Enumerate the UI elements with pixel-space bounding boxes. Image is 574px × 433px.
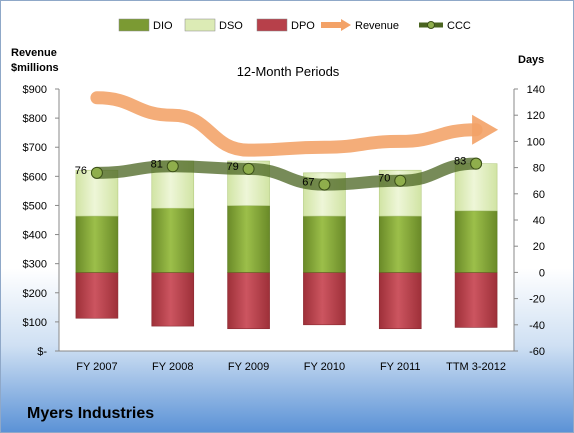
right-tick-label: 120 <box>527 110 545 122</box>
bar-dio <box>75 215 119 273</box>
left-tick-label: $400 <box>23 230 47 242</box>
bar-dpo <box>151 272 195 327</box>
legend-swatch-dso <box>184 18 216 32</box>
x-tick-label: FY 2009 <box>228 361 269 373</box>
company-name: Myers Industries <box>27 405 155 422</box>
ccc-point <box>90 166 103 179</box>
left-axis-unit: $millions <box>11 62 59 74</box>
legend-label: CCC <box>447 20 471 32</box>
ccc-point <box>166 160 179 173</box>
ccc-point <box>470 157 483 170</box>
right-tick-label: -40 <box>529 320 545 332</box>
left-tick-label: $700 <box>23 142 47 154</box>
right-tick-label: 40 <box>533 215 545 227</box>
ccc-data-label: 81 <box>151 158 163 170</box>
left-tick-label: $200 <box>23 288 47 300</box>
x-tick-label: FY 2007 <box>76 361 117 373</box>
ccc-point <box>242 162 255 175</box>
bar-dso <box>454 163 498 212</box>
revenue-line <box>90 91 483 157</box>
bar-dpo <box>227 272 270 330</box>
right-tick-label: 20 <box>533 241 545 253</box>
legend-swatch-dpo <box>256 18 288 32</box>
chart-title: 12-Month Periods <box>237 64 340 79</box>
x-tick-label: FY 2011 <box>380 361 421 373</box>
legend-label: DPO <box>291 20 315 32</box>
bar-dpo <box>454 272 498 328</box>
ccc-data-label: 76 <box>75 165 87 177</box>
left-tick-label: $600 <box>23 171 47 183</box>
left-tick-label: $- <box>37 346 47 358</box>
right-axis-title: Days <box>518 54 544 66</box>
ccc-data-label: 67 <box>302 177 314 189</box>
bar-dio <box>151 207 195 273</box>
left-tick-label: $500 <box>23 200 47 212</box>
ccc-point <box>318 178 331 191</box>
left-tick-label: $100 <box>23 317 47 329</box>
bar-dio <box>303 215 346 273</box>
revenue-arrowhead <box>472 114 499 145</box>
legend-label: Revenue <box>355 20 399 32</box>
right-tick-label: 100 <box>527 136 545 148</box>
legend-label: DIO <box>153 20 173 32</box>
left-tick-label: $800 <box>23 113 47 125</box>
ccc-data-label: 83 <box>454 156 466 168</box>
bar-dpo <box>75 272 119 319</box>
legend-label: DSO <box>219 20 243 32</box>
bar-dpo <box>378 272 422 330</box>
left-tick-label: $300 <box>23 259 47 271</box>
bar-dio <box>454 210 498 273</box>
ccc-point <box>394 174 407 187</box>
bar-dpo <box>303 272 346 326</box>
legend-swatch-revenue-head <box>341 19 351 31</box>
right-tick-label: 60 <box>533 189 545 201</box>
left-tick-label: $900 <box>23 84 47 96</box>
bar-dio <box>227 205 270 273</box>
x-tick-label: TTM 3-2012 <box>446 361 506 373</box>
right-tick-label: -60 <box>529 346 545 358</box>
bar-dio <box>378 215 422 273</box>
legend-swatch-ccc-marker <box>427 21 435 29</box>
legend-swatch-dio <box>118 18 150 32</box>
x-tick-label: FY 2008 <box>152 361 193 373</box>
right-tick-label: 140 <box>527 84 545 96</box>
x-tick-label: FY 2010 <box>304 361 345 373</box>
right-tick-label: 80 <box>533 163 545 175</box>
ccc-line <box>90 157 483 191</box>
right-tick-label: 0 <box>539 267 545 279</box>
ccc-data-label: 79 <box>226 161 238 173</box>
right-tick-label: -20 <box>529 294 545 306</box>
ccc-data-label: 70 <box>378 173 390 185</box>
left-axis-title: Revenue <box>11 47 57 59</box>
